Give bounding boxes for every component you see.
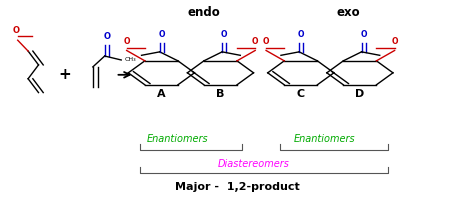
Text: D: D <box>355 89 365 99</box>
Text: +: + <box>58 67 71 82</box>
Text: O: O <box>298 30 304 39</box>
Text: O: O <box>13 26 20 35</box>
Text: O: O <box>103 32 110 41</box>
Text: O: O <box>360 30 367 39</box>
Text: O: O <box>158 30 165 39</box>
Text: O: O <box>221 30 228 39</box>
Text: O: O <box>263 37 269 46</box>
Text: exo: exo <box>336 6 360 19</box>
Text: A: A <box>157 89 166 99</box>
Text: endo: endo <box>188 6 220 19</box>
Text: Enantiomers: Enantiomers <box>293 134 355 144</box>
Text: O: O <box>392 37 398 46</box>
Text: CH₃: CH₃ <box>125 58 137 62</box>
Text: O: O <box>252 37 258 46</box>
Text: Major -  1,2-product: Major - 1,2-product <box>174 182 300 192</box>
Text: O: O <box>123 37 130 46</box>
Text: B: B <box>216 89 225 99</box>
Text: Enantiomers: Enantiomers <box>147 134 209 144</box>
Text: Diastereomers: Diastereomers <box>218 159 290 169</box>
Text: C: C <box>297 89 305 99</box>
